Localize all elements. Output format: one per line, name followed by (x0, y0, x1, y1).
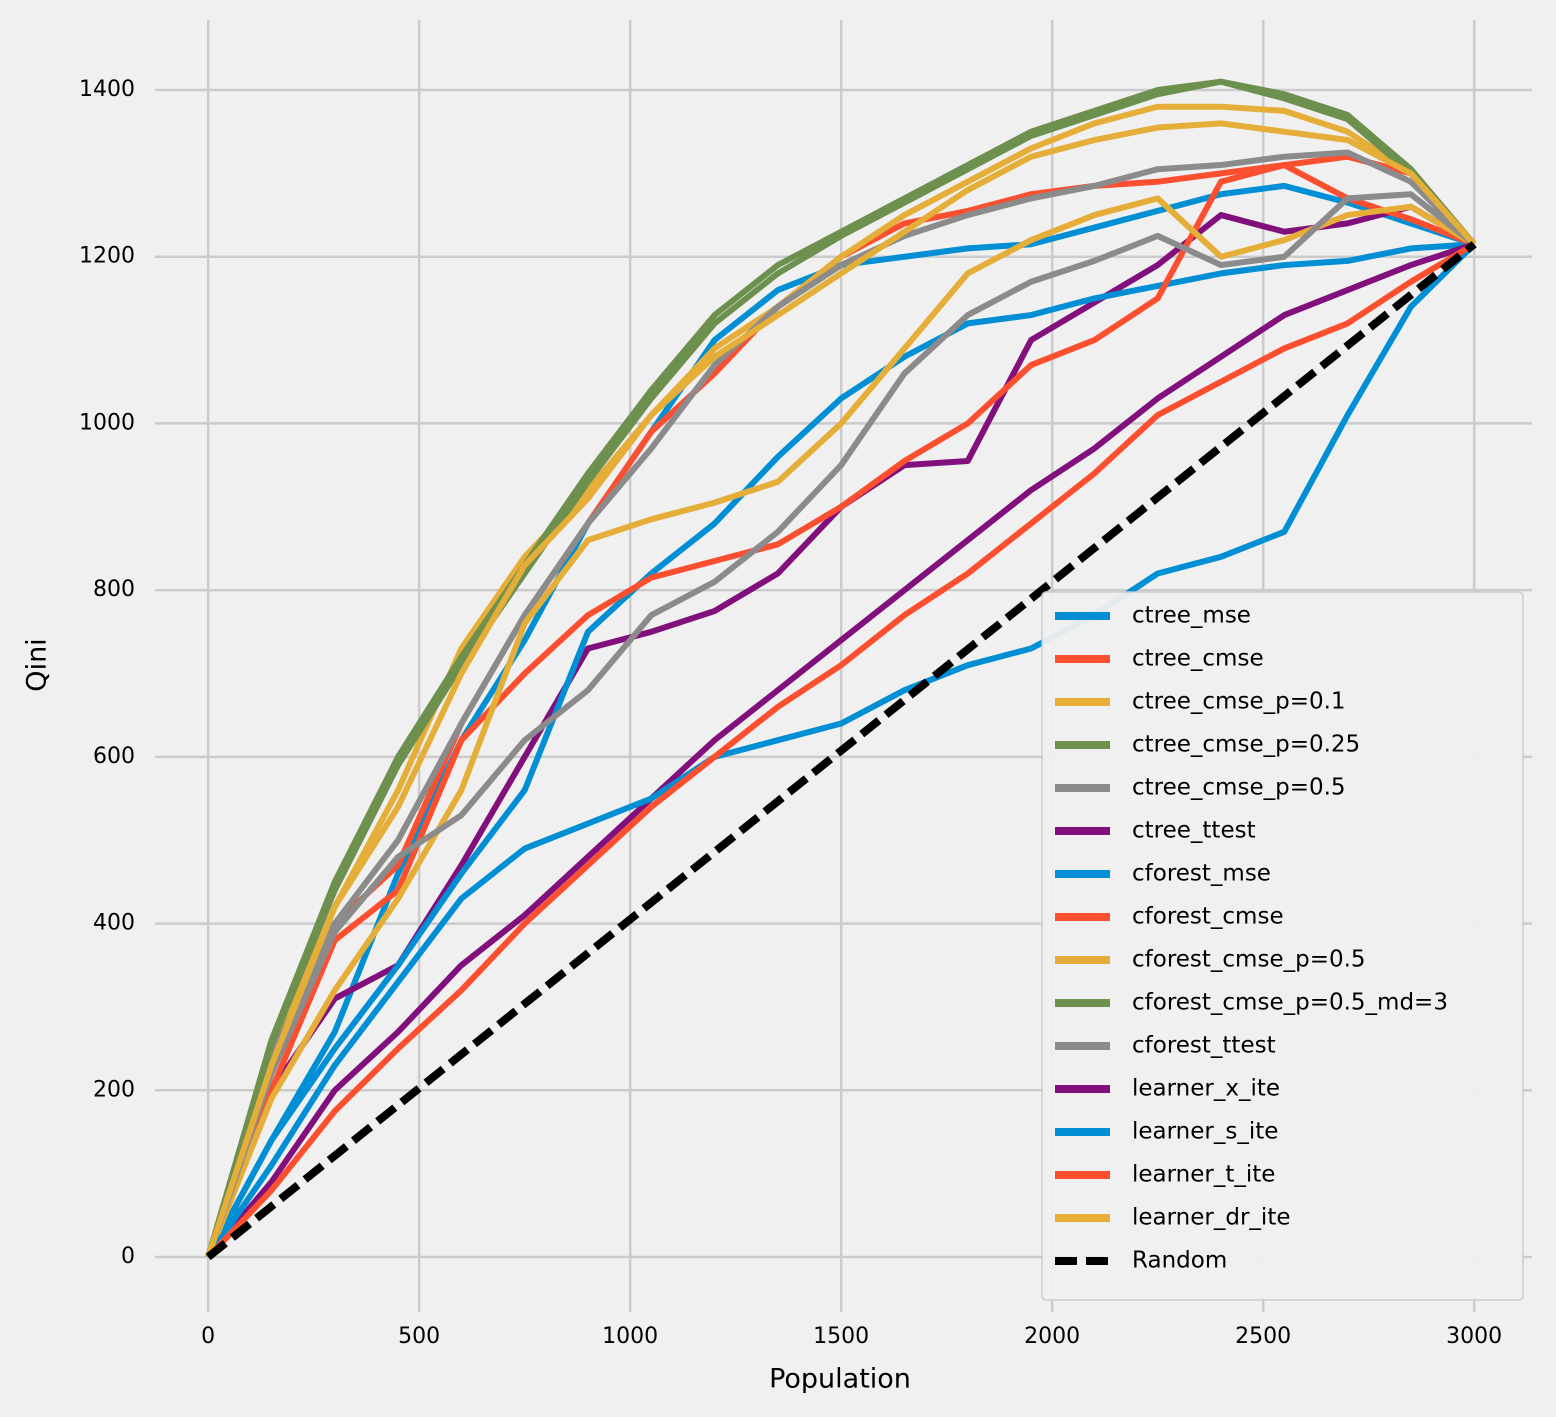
legend-label: ctree_cmse (1132, 646, 1264, 672)
y-tick-label: 600 (93, 744, 135, 769)
legend-box (1041, 591, 1524, 1301)
legend-label: ctree_cmse_p=0.5 (1132, 775, 1346, 801)
line-series (205, 241, 1477, 1261)
legend-label: Random (1132, 1248, 1227, 1274)
legend-label: cforest_cmse (1132, 904, 1284, 930)
line-series (205, 103, 1477, 1258)
line-series (205, 78, 1477, 1258)
x-tick-label: 1500 (813, 1324, 869, 1349)
legend-label: ctree_ttest (1132, 818, 1256, 844)
legend-label: learner_dr_ite (1132, 1205, 1290, 1231)
legend-label: ctree_cmse_p=0.1 (1132, 689, 1346, 715)
legend-label: learner_x_ite (1132, 1076, 1280, 1102)
x-tick-label: 3000 (1446, 1324, 1502, 1349)
legend-label: cforest_cmse_p=0.5_md=3 (1132, 990, 1448, 1016)
line-series (205, 149, 1477, 1258)
y-tick-label: 1400 (79, 77, 135, 102)
y-tick-label: 1200 (79, 244, 135, 269)
line-series (205, 241, 1476, 1259)
line-series (205, 195, 1476, 1259)
legend-label: cforest_ttest (1132, 1033, 1276, 1059)
y-tick-label: 800 (93, 577, 135, 602)
legend-label: cforest_mse (1132, 861, 1271, 887)
legend-label: ctree_mse (1132, 603, 1251, 629)
line-series (205, 241, 1476, 1260)
x-tick-label: 2000 (1024, 1324, 1080, 1349)
x-tick-label: 2500 (1235, 1324, 1291, 1349)
x-axis-label: Population (769, 1364, 911, 1395)
x-tick-label: 1000 (602, 1324, 658, 1349)
y-tick-label: 200 (93, 1077, 135, 1102)
x-tick-label: 500 (398, 1324, 440, 1349)
legend-label: learner_t_ite (1132, 1162, 1275, 1188)
legend: ctree_mse ctree_cmse ctree_cmse_p=0.1ctree… (1041, 591, 1524, 1301)
legend-label: cforest_cmse_p=0.5 (1132, 947, 1366, 973)
y-tick-label: 0 (121, 1244, 135, 1269)
y-tick-label: 400 (93, 911, 135, 936)
y-axis-label: Qini (22, 638, 53, 691)
line-series (205, 241, 1475, 1259)
legend-label: learner_s_ite (1132, 1119, 1278, 1145)
legend-label: ctree_cmse_p=0.25 (1132, 732, 1360, 758)
x-tick-label: 0 (201, 1324, 215, 1349)
line-series (205, 191, 1477, 1258)
line-series (205, 120, 1477, 1258)
y-tick-label: 1000 (79, 410, 135, 435)
line-series (205, 242, 1477, 1259)
